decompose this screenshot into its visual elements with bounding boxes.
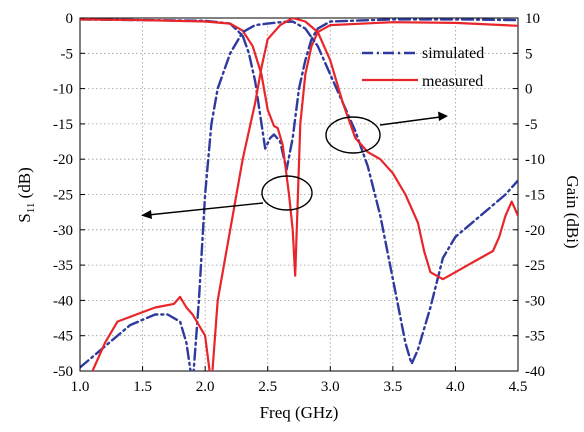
y-right-tick-label: -40 [525,364,545,380]
y-left-tick-label: 0 [66,11,74,27]
y-left-tick-label: -15 [53,117,73,133]
x-tick-label: 1.0 [71,379,90,395]
y-axis-right-title: Gain (dBi) [563,175,582,248]
x-axis-title: Freq (GHz) [260,403,339,422]
legend-label-simulated: simulated [422,45,484,62]
annotation-ellipse-gain [325,116,381,154]
y-left-tick-label: -20 [53,152,73,168]
y-right-tick-label: -15 [525,188,545,204]
x-tick-label: 3.5 [383,379,402,395]
y-left-unit: (dB) [15,167,34,202]
x-tick-label: 1.5 [133,379,152,395]
x-tick-label: 2.5 [258,379,277,395]
y-left-tick-label: -25 [53,188,73,204]
x-tick-label: 3.0 [321,379,340,395]
y-right-tick-label: 10 [525,11,540,27]
y-left-tick-label: -30 [53,223,73,239]
y-left-tick-label: -45 [53,329,73,345]
series-simulated-gain [80,20,518,371]
y-right-tick-label: -25 [525,258,545,274]
y-left-tick-label: -10 [53,82,73,98]
y-left-tick-label: -50 [53,364,73,380]
x-tick-label: 2.0 [196,379,215,395]
ticks: 1.0 1.5 2.0 2.5 3.0 3.5 4.0 4.5 0 -5 -10 -15 -20 -25 -… [53,11,545,395]
y-right-tick-label: 0 [525,82,533,98]
series-simulated-s11 [80,18,518,171]
y-left-tick-label: -35 [53,258,73,274]
arrowhead-left [141,210,152,219]
legend-label-measured: measured [422,73,483,90]
arrow-to-right-axis [379,116,441,126]
y-right-tick-label: -35 [525,329,545,345]
grid [80,18,518,371]
y-left-sub: 11 [25,203,37,214]
y-axis-left-title: S11 (dB) [15,167,37,222]
y-left-tick-label: -5 [61,46,74,62]
legend: simulated measured [362,45,484,90]
annotation-ellipse-s11 [261,175,313,211]
y-right-tick-label: -5 [525,117,538,133]
y-right-tick-label: -30 [525,293,545,309]
curves [80,18,518,371]
x-tick-label: 4.5 [509,379,528,395]
y-left-tick-label: -40 [53,293,73,309]
series-measured-s11 [80,18,518,277]
series-measured-gain [91,18,518,371]
x-tick-label: 4.0 [446,379,465,395]
y-right-tick-label: -20 [525,223,545,239]
y-right-tick-label: -10 [525,152,545,168]
arrowhead-right [438,111,448,121]
y-right-tick-label: 5 [525,46,533,62]
y-left-base: S [15,213,34,222]
arrow-to-left-axis [147,202,264,216]
